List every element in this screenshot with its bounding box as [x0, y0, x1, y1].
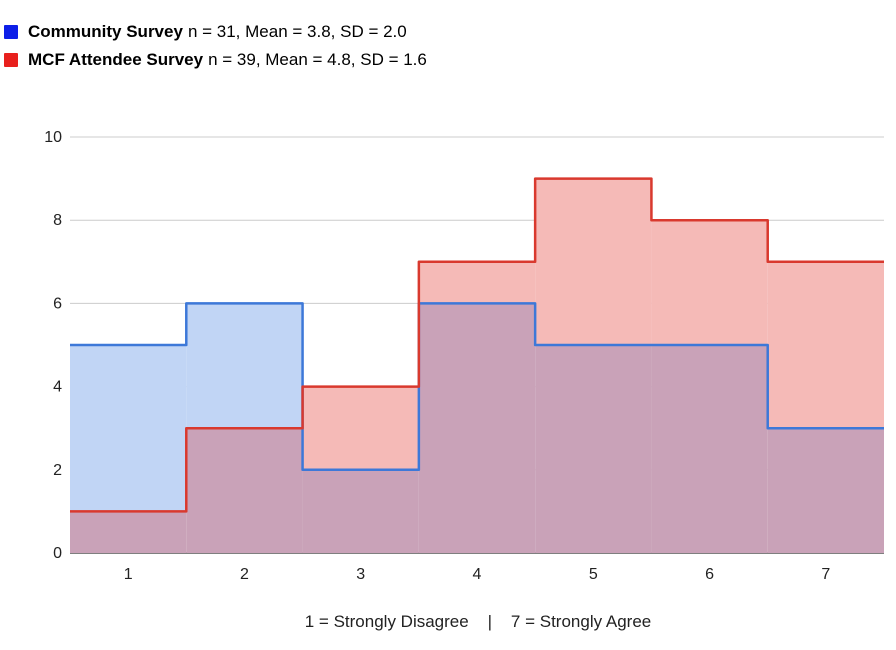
mcf-step-line: [70, 177, 884, 513]
x-tick-label: 4: [473, 566, 482, 583]
mcf-area-bin: [418, 261, 536, 304]
overlap-area-bin: [535, 345, 652, 553]
overlap-area-bin: [70, 511, 187, 553]
legend-item-community: Community Survey n = 31, Mean = 3.8, SD …: [4, 18, 427, 46]
legend-swatch-community: [4, 25, 18, 39]
y-tick-label: 8: [53, 212, 62, 229]
overlap-area-bin: [418, 303, 536, 553]
mcf-area-bin: [535, 178, 652, 345]
legend-label-community: Community Survey: [28, 22, 183, 41]
mcf-area-bin: [651, 220, 768, 345]
x-tick-label: 2: [240, 566, 249, 583]
y-tick-label: 6: [53, 295, 62, 312]
chart-legend: Community Survey n = 31, Mean = 3.8, SD …: [4, 18, 427, 74]
y-tick-label: 10: [44, 129, 62, 146]
mcf-area-bin: [302, 386, 419, 470]
x-tick-label: 6: [705, 566, 714, 583]
x-tick-label: 3: [356, 566, 365, 583]
overlap-area-bin: [302, 469, 419, 553]
legend-swatch-mcf: [4, 53, 18, 67]
x-axis-title: 1 = Strongly Disagree | 7 = Strongly Agr…: [305, 612, 652, 631]
community-area-bin: [70, 345, 187, 512]
x-tick-label: 7: [821, 566, 830, 583]
y-tick-label: 0: [53, 545, 62, 562]
x-tick-label: 5: [589, 566, 598, 583]
legend-label-mcf: MCF Attendee Survey: [28, 50, 204, 69]
mcf-area-bin: [767, 261, 884, 429]
y-tick-label: 4: [53, 379, 62, 396]
legend-stats-mcf: n = 39, Mean = 4.8, SD = 1.6: [208, 50, 427, 69]
overlap-area-bin: [651, 345, 768, 553]
x-tick-label: 1: [124, 566, 133, 583]
legend-item-mcf: MCF Attendee Survey n = 39, Mean = 4.8, …: [4, 46, 427, 74]
overlap-area-bin: [767, 428, 884, 553]
y-tick-label: 2: [53, 462, 62, 479]
legend-stats-community: n = 31, Mean = 3.8, SD = 2.0: [187, 22, 407, 41]
overlap-area-bin: [186, 428, 303, 553]
community-area-bin: [186, 303, 303, 429]
